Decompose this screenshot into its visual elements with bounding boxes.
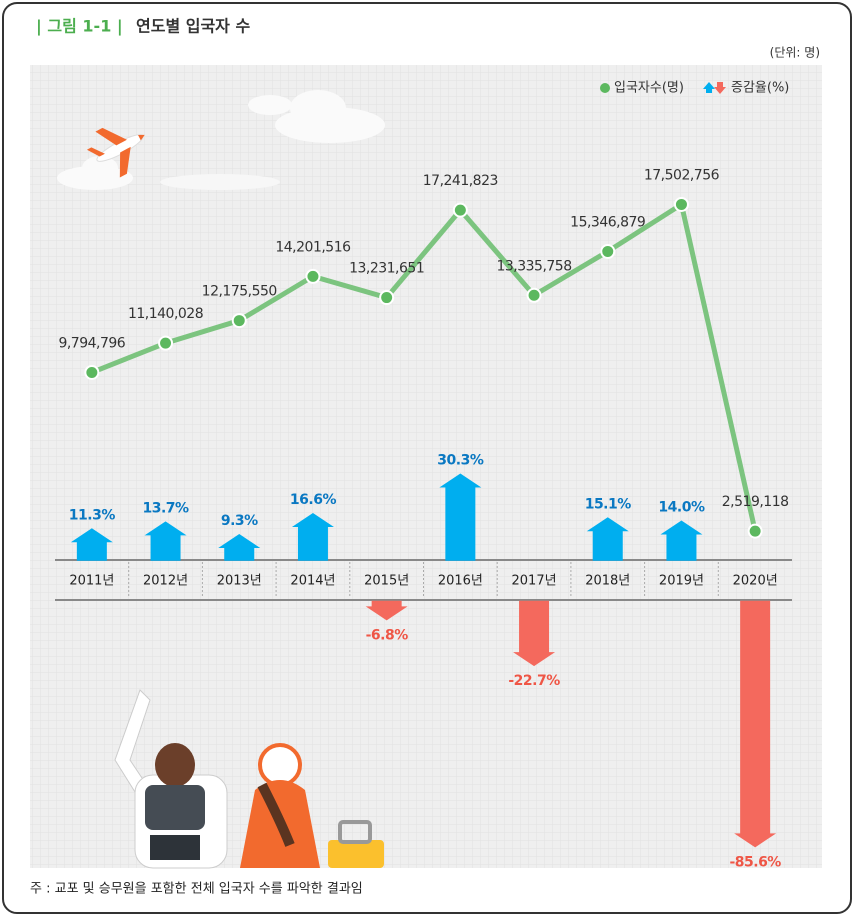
arrivals-value-label: 9,794,796 (58, 335, 125, 351)
arrow-value-label: 11.3% (69, 507, 116, 523)
arrivals-value-label: 13,335,758 (496, 258, 571, 274)
legend-marker-up (703, 82, 715, 93)
growth-arrow (660, 520, 703, 561)
arrow-value-label: 30.3% (437, 453, 484, 469)
x-tick-label: 2012년 (143, 574, 188, 589)
x-tick-label: 2011년 (69, 574, 114, 589)
unit-label: (단위: 명) (770, 46, 820, 60)
arrivals-value-label: 17,502,756 (644, 167, 720, 183)
growth-arrow (144, 521, 187, 561)
arrow-value-label: 15.1% (585, 496, 632, 512)
figure-label: | 그림 1-1 | (36, 17, 123, 37)
arrivals-value-label: 15,346,879 (570, 214, 645, 230)
legend: 입국자수(명) 증감율(%) (600, 81, 789, 96)
arrivals-value-label: 2,519,118 (722, 494, 789, 510)
x-tick-label: 2016년 (438, 574, 483, 589)
arrivals-value-label: 17,241,823 (423, 173, 498, 189)
x-tick-label: 2020년 (733, 574, 778, 589)
footnote: 주 : 교포 및 승무원을 포함한 전체 입국자 수를 파악한 결과임 (30, 882, 363, 897)
arrivals-line (90, 201, 758, 532)
arrivals-value-label: 11,140,028 (128, 306, 203, 322)
arrivals-value-label: 14,201,516 (275, 239, 351, 255)
arrivals-point (84, 364, 100, 380)
arrivals-value-label: 12,175,550 (202, 284, 277, 300)
arrow-value-label: 16.6% (290, 492, 337, 508)
arrivals-point (305, 268, 321, 284)
growth-arrow (439, 473, 482, 561)
arrivals-point (158, 335, 174, 351)
growth-arrow (513, 600, 556, 667)
airplane (86, 127, 145, 178)
arrivals-point (747, 523, 763, 539)
legend-label: 입국자수(명) (614, 81, 684, 96)
arrow-value-label: 9.3% (221, 513, 258, 529)
x-tick-label: 2014년 (290, 574, 335, 589)
arrivals-point (379, 290, 395, 306)
legend-label: 증감율(%) (731, 81, 789, 96)
arrow-value-label: 13.7% (143, 500, 190, 516)
arrivals-value-label: 13,231,651 (349, 261, 424, 277)
arrow-value-label: 14.0% (658, 499, 705, 515)
arrivals-point (673, 196, 689, 212)
growth-arrow (70, 528, 113, 561)
arrivals-point (526, 287, 542, 303)
plot-grid-texture (30, 65, 822, 868)
growth-arrow (218, 534, 261, 561)
arrow-value-label: -6.8% (366, 627, 409, 643)
x-tick-label: 2015년 (364, 574, 409, 589)
growth-arrow (291, 512, 334, 561)
chart-title: 연도별 입국자 수 (136, 17, 250, 36)
clouds (57, 90, 385, 190)
travelers (114, 689, 384, 869)
x-tick-label: 2018년 (585, 574, 630, 589)
arrow-value-label: -22.7% (508, 673, 560, 689)
arrivals-point (600, 243, 616, 259)
arrow-value-label: -85.6% (729, 854, 781, 870)
growth-arrow (586, 517, 629, 561)
legend-marker (600, 83, 610, 93)
arrivals-point (231, 313, 247, 329)
x-tick-label: 2013년 (217, 574, 262, 589)
legend-marker-down (714, 82, 726, 94)
growth-arrow (365, 600, 408, 621)
x-tick-label: 2017년 (512, 574, 557, 589)
x-tick-label: 2019년 (659, 574, 704, 589)
arrivals-point (452, 202, 468, 218)
growth-arrow (734, 600, 777, 848)
